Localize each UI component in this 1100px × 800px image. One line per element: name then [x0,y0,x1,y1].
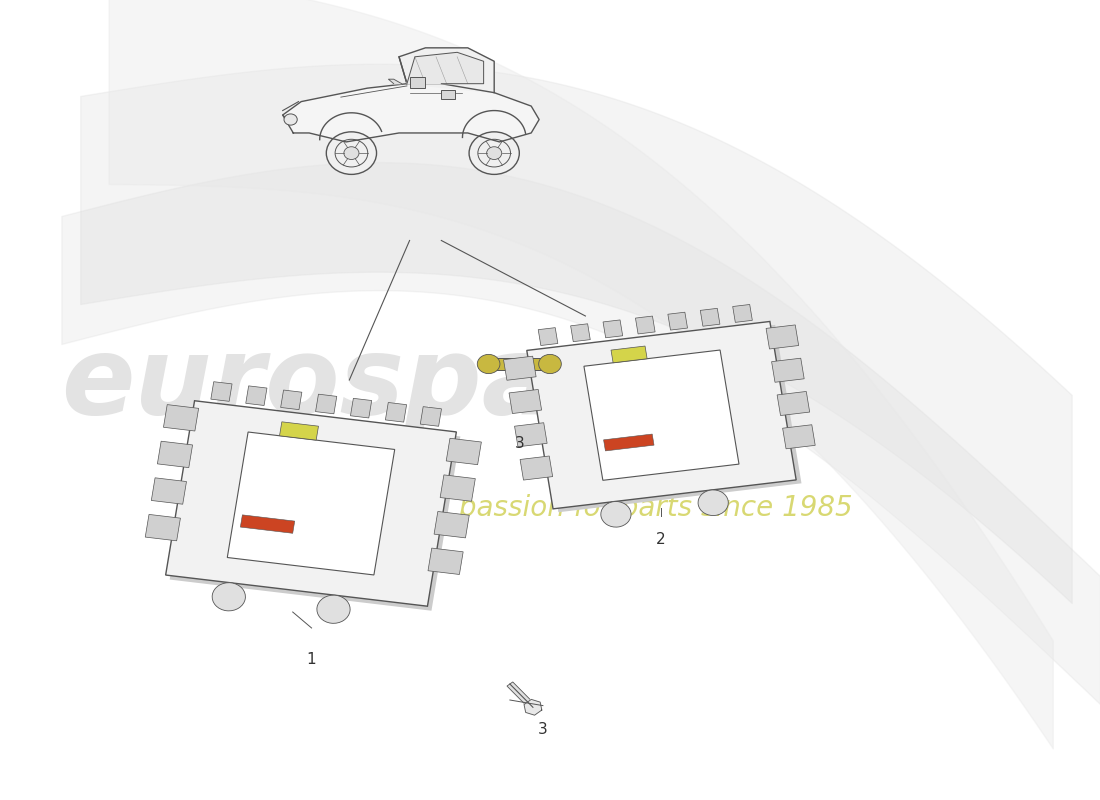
Bar [441,90,454,99]
Bar [409,77,426,88]
Bar [701,308,719,326]
Bar [157,442,192,468]
Bar [636,316,656,334]
Bar [166,401,456,606]
Bar [351,398,372,418]
Polygon shape [407,52,484,84]
Polygon shape [283,84,539,142]
Bar [488,358,550,370]
Circle shape [601,502,631,527]
Circle shape [469,132,519,174]
Bar [584,350,739,480]
Circle shape [477,354,500,374]
Bar [515,422,547,446]
Bar [538,328,558,346]
Bar [668,312,688,330]
Bar [316,394,337,414]
Bar [169,406,461,610]
Bar [385,402,407,422]
Bar [145,514,180,541]
Polygon shape [388,79,401,84]
Bar [507,682,536,710]
Text: 3: 3 [515,436,525,451]
Circle shape [344,146,359,159]
Circle shape [212,582,245,611]
Text: a passion for parts since 1985: a passion for parts since 1985 [433,494,852,522]
Bar [771,358,804,382]
Bar [420,406,441,426]
Bar [509,390,541,414]
Circle shape [486,146,502,159]
Circle shape [539,354,561,374]
Bar [520,456,552,480]
Bar [603,320,623,338]
Bar [532,325,802,512]
Circle shape [317,595,350,623]
Bar [504,356,536,380]
Text: 1: 1 [307,652,317,667]
Bar [777,391,810,415]
Bar [211,382,232,402]
Bar [766,325,799,349]
Bar [447,438,482,465]
Bar [152,478,187,504]
Bar [240,515,295,534]
Polygon shape [524,699,542,715]
Bar [245,386,267,406]
Bar [228,432,395,575]
Polygon shape [399,48,494,93]
Bar [428,548,463,574]
Bar [610,346,647,362]
Circle shape [698,490,728,515]
Text: 2: 2 [656,532,666,547]
Circle shape [284,114,297,125]
Text: eurospares: eurospares [62,331,747,437]
Bar [164,405,199,431]
Bar [280,390,301,410]
Bar [279,422,319,440]
Text: 3: 3 [538,722,548,737]
Bar [527,322,796,509]
Bar [733,305,752,322]
Circle shape [327,132,376,174]
Bar [782,425,815,449]
Bar [604,434,654,451]
Bar [571,324,591,342]
Bar [440,475,475,502]
Bar [434,511,470,538]
